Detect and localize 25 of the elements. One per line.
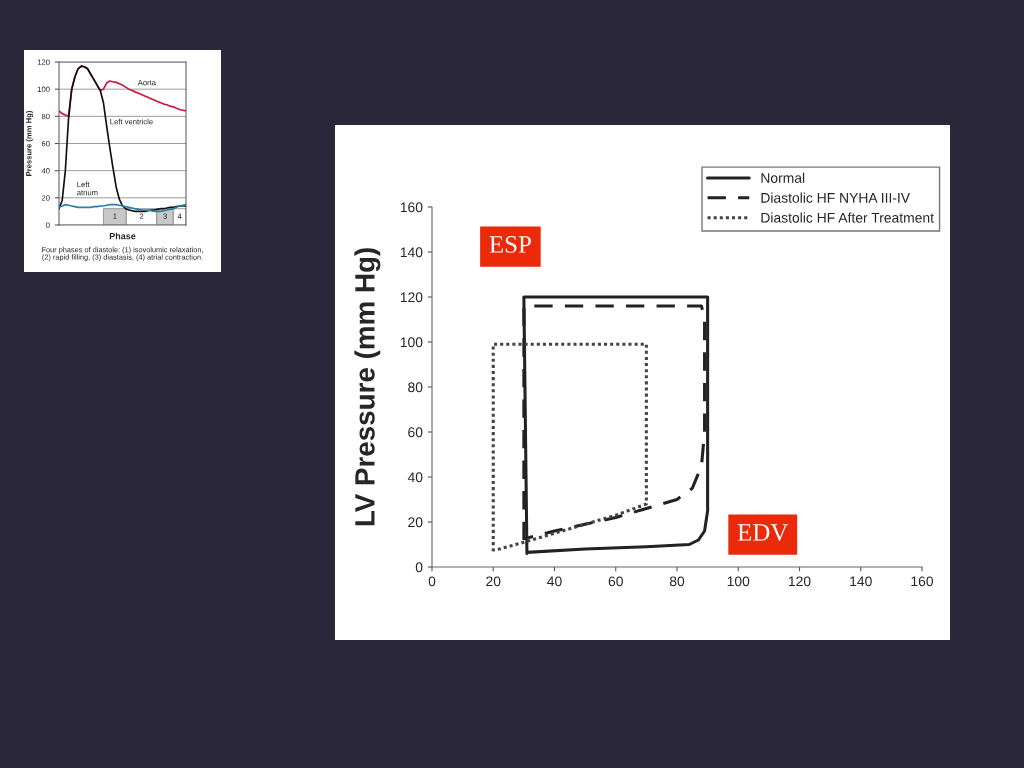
y-tick-label: 20 bbox=[408, 517, 423, 528]
x-tick-label: 60 bbox=[608, 576, 623, 587]
annotation: EDV bbox=[737, 524, 789, 541]
x-tick-label: 140 bbox=[850, 576, 872, 587]
legend-label: Diastolic HF After Treatment bbox=[761, 212, 934, 223]
annotation: ESP bbox=[489, 236, 531, 253]
x-tick-label: 80 bbox=[669, 576, 685, 587]
x-tick-label: 160 bbox=[911, 576, 934, 587]
y-tick-label: 120 bbox=[400, 292, 423, 303]
y-tick-label: 160 bbox=[400, 202, 423, 213]
x-tick-label: 20 bbox=[486, 576, 501, 587]
x-tick-label: 40 bbox=[547, 576, 562, 587]
x-tick-label: 0 bbox=[428, 576, 436, 587]
y-axis-title: LV Pressure (mm Hg) bbox=[354, 248, 381, 526]
y-tick-label: 80 bbox=[408, 382, 423, 393]
y-tick-label: 40 bbox=[407, 472, 423, 483]
y-tick-label: 60 bbox=[408, 427, 423, 438]
x-tick-label: 120 bbox=[788, 576, 811, 587]
legend-label: Normal bbox=[761, 172, 805, 183]
y-tick-label: 100 bbox=[400, 337, 423, 348]
legend-label: Diastolic HF NYHA III-IV bbox=[761, 192, 910, 203]
y-tick-label: 0 bbox=[415, 562, 423, 573]
x-axis-title: Phase bbox=[109, 232, 136, 240]
x-tick-label: 100 bbox=[727, 576, 750, 587]
y-tick-label: 140 bbox=[400, 247, 423, 258]
